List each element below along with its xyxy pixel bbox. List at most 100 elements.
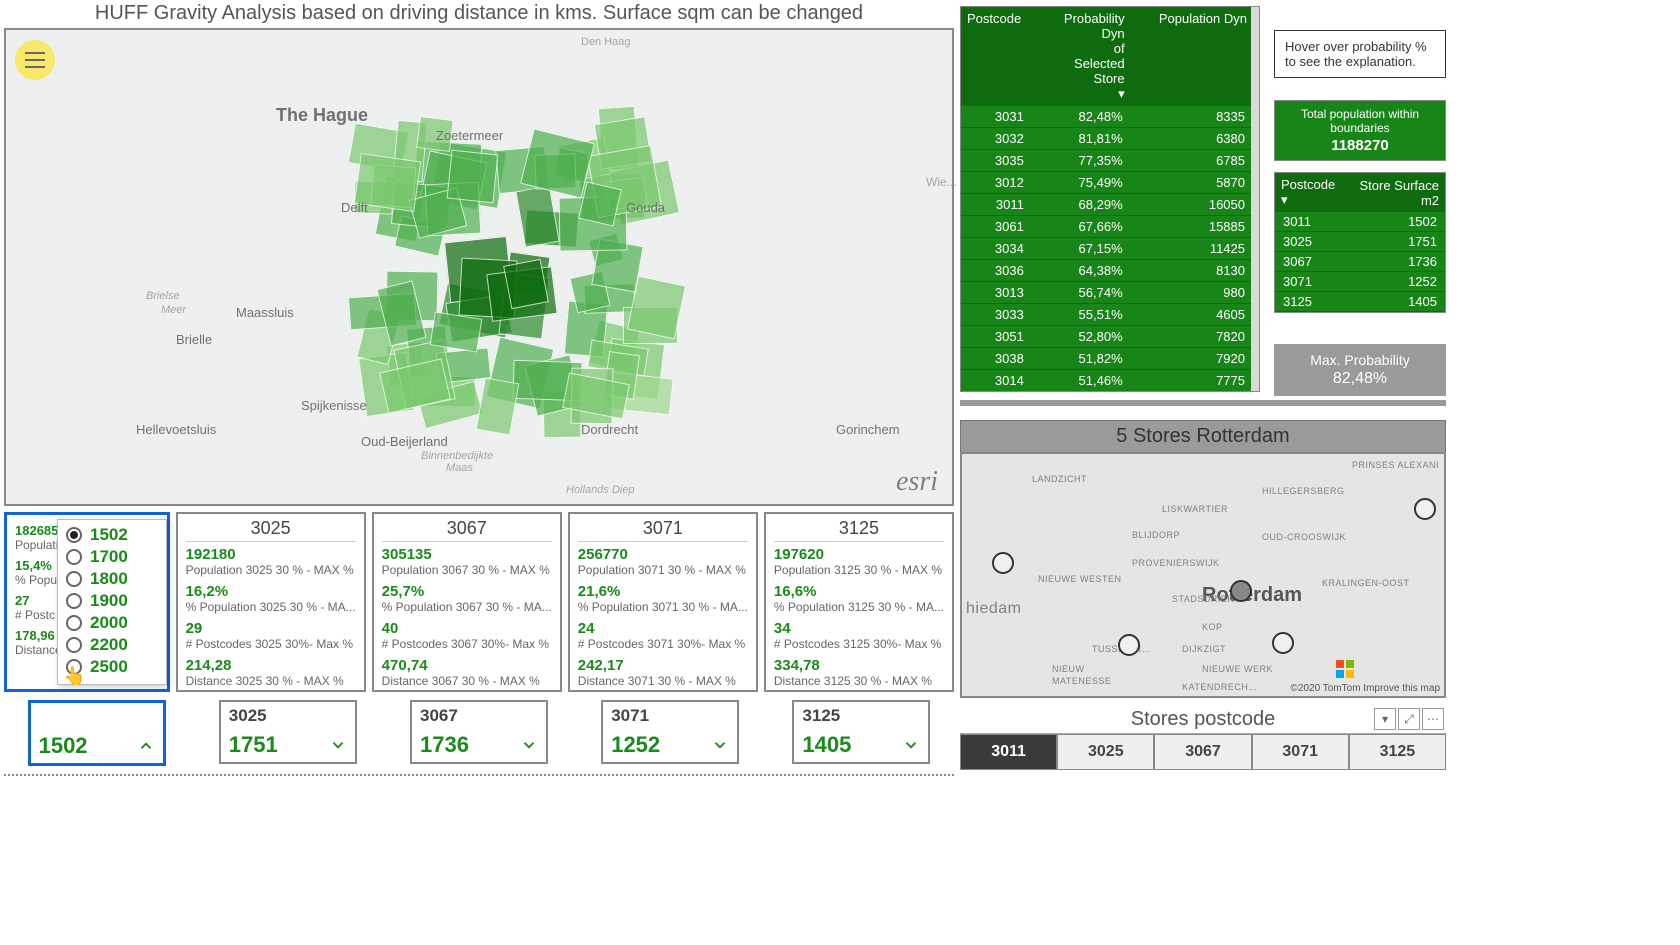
max-probability-card: Max. Probability 82,48% xyxy=(1274,344,1446,396)
dropdown-label: 3025 xyxy=(229,706,347,726)
map-label: Brielse xyxy=(146,290,180,302)
neighborhood-label: DIJKZIGT xyxy=(1182,644,1226,654)
map-label: Hollands Diep xyxy=(566,484,634,496)
card-npc-label: # Postcodes 3025 30%- Max % xyxy=(186,637,356,651)
cursor-icon: 👆 xyxy=(63,666,85,687)
neighborhood-label: LANDZICHT xyxy=(1032,474,1087,484)
store-marker[interactable] xyxy=(1118,634,1140,656)
surface-dropdown-3025[interactable]: 3025 1751 xyxy=(219,700,357,764)
neighborhood-label: OUD-CROOSWIJK xyxy=(1262,532,1346,542)
card-pop-label: Population 3071 30 % - MAX % xyxy=(578,563,748,577)
neighborhood-label: BLIJDORP xyxy=(1132,530,1180,540)
microsoft-logo-icon xyxy=(1336,660,1354,678)
card-npc-value: 34 xyxy=(774,620,944,637)
map-label: Binnenbedijkte xyxy=(421,450,493,462)
menu-button[interactable] xyxy=(15,40,55,80)
focus-mode-icon[interactable]: ⤢ xyxy=(1398,708,1420,730)
stores-postcode-slicer[interactable]: Stores postcode ▾ ⤢ ⋯ 301130253067307131… xyxy=(960,706,1446,770)
scrollbar[interactable] xyxy=(1251,7,1259,391)
radio-option-1800[interactable]: 1800 xyxy=(66,568,158,590)
card-header: 3067 xyxy=(382,518,552,542)
stores-postcode-title: Stores postcode xyxy=(1131,708,1276,730)
surface-dropdowns-row: 30111502 3025 1751 30671736 30711252 31251405 xyxy=(4,700,954,770)
card-pop-value: 305135 xyxy=(382,546,552,563)
store-marker[interactable] xyxy=(1414,498,1436,520)
postcode-button-3067[interactable]: 3067 xyxy=(1154,734,1251,770)
store-card-3011[interactable]: 182685Populati15,4%% Popul M...27# Postc… xyxy=(4,512,170,692)
store-card-3067[interactable]: 3067305135Population 3067 30 % - MAX %25… xyxy=(372,512,562,692)
card-dist-value: 214,28 xyxy=(186,657,356,674)
card-pct-value: 25,7% xyxy=(382,583,552,600)
chevron-down-icon xyxy=(711,736,729,754)
chevron-down-icon xyxy=(329,736,347,754)
surface-dropdown-3071[interactable]: 30711252 xyxy=(601,700,739,764)
card-dist-label: Distance 3125 30 % - MAX % xyxy=(774,674,944,688)
surface-dropdown-3125[interactable]: 31251405 xyxy=(792,700,930,764)
postcode-button-3025[interactable]: 3025 xyxy=(1057,734,1154,770)
postcode-button-3125[interactable]: 3125 xyxy=(1349,734,1446,770)
surface-dropdown-3011[interactable]: 30111502 xyxy=(28,700,166,766)
main-map[interactable]: The HagueZoetermeerDelftGoudaMaassluisBr… xyxy=(4,28,954,506)
store-card-3071[interactable]: 3071256770Population 3071 30 % - MAX %21… xyxy=(568,512,758,692)
radio-option-2000[interactable]: 2000 xyxy=(66,612,158,634)
neighborhood-label: HILLEGERSBERG xyxy=(1262,486,1345,496)
map-label: Zoetermeer xyxy=(436,128,503,143)
store-marker[interactable] xyxy=(1272,632,1294,654)
map-label: Meer xyxy=(161,304,186,316)
card-header: 3071 xyxy=(578,518,748,542)
neighborhood-label: KOP xyxy=(1202,622,1223,632)
card-pct-value: 16,2% xyxy=(186,583,356,600)
neighborhood-label: NIEUWE WESTEN xyxy=(1038,574,1122,584)
stores-map[interactable]: Rotterdam ©2020 TomTom Improve this map … xyxy=(960,452,1446,698)
store-cards-row: 182685Populati15,4%% Popul M...27# Postc… xyxy=(4,512,954,692)
radio-option-2200[interactable]: 2200 xyxy=(66,634,158,656)
postcode-button-3071[interactable]: 3071 xyxy=(1252,734,1349,770)
map-label: Hellevoetsluis xyxy=(136,422,216,437)
probability-table[interactable]: PostcodeProbabilityDynofSelectedStore▾Po… xyxy=(960,6,1260,392)
card-pct-label: % Population 3125 30 % - MA... xyxy=(774,600,944,614)
card-dist-value: 334,78 xyxy=(774,657,944,674)
radio-option-1502[interactable]: 1502 xyxy=(66,524,158,546)
card-npc-label: # Postcodes 3071 30%- Max % xyxy=(578,637,748,651)
card-pct-value: 16,6% xyxy=(774,583,944,600)
dropdown-value: 1751 xyxy=(229,732,278,758)
hover-tip: Hover over probability % to see the expl… xyxy=(1274,30,1446,78)
card-dist-label: Distance 3071 30 % - MAX % xyxy=(578,674,748,688)
map-label: Wie... xyxy=(926,175,957,189)
card-npc-value: 24 xyxy=(578,620,748,637)
card-dist-label: Distance 3025 30 % - MAX % xyxy=(186,674,356,688)
card-npc-value: 40 xyxy=(382,620,552,637)
neighborhood-label: hiedam xyxy=(966,600,1021,618)
dropdown-label: 3071 xyxy=(611,706,729,726)
card-pct-label: % Population 3071 30 % - MA... xyxy=(578,600,748,614)
more-options-icon[interactable]: ⋯ xyxy=(1422,708,1444,730)
map-label: Maassluis xyxy=(236,305,294,320)
neighborhood-label: NIEUWE WERK xyxy=(1202,664,1273,674)
radio-option-1700[interactable]: 1700 xyxy=(66,546,158,568)
map-label: Den Haag xyxy=(581,36,631,48)
store-marker[interactable] xyxy=(1230,580,1252,602)
card-pop-label: Population 3125 30 % - MAX % xyxy=(774,563,944,577)
neighborhood-label: NIEUW xyxy=(1052,664,1085,674)
store-surface-table[interactable]: Postcode▾Store Surface m2301115023025175… xyxy=(1274,172,1446,313)
card-dist-label: Distance 3067 30 % - MAX % xyxy=(382,674,552,688)
card-pct-label: % Population 3025 30 % - MA... xyxy=(186,600,356,614)
map-attribution[interactable]: ©2020 TomTom Improve this map xyxy=(1291,683,1440,694)
dotted-divider xyxy=(4,774,954,776)
surface-radio-popup[interactable]: 1502170018001900200022002500 xyxy=(57,519,167,685)
store-card-3025[interactable]: 3025192180Population 3025 30 % - MAX %16… xyxy=(176,512,366,692)
filter-icon[interactable]: ▾ xyxy=(1374,708,1396,730)
postcode-button-3011[interactable]: 3011 xyxy=(960,734,1057,770)
total-pop-value: 1188270 xyxy=(1279,137,1441,154)
card-npc-label: # Postcodes 3125 30%- Max % xyxy=(774,637,944,651)
card-pop-label: Population 3025 30 % - MAX % xyxy=(186,563,356,577)
store-card-3125[interactable]: 3125197620Population 3125 30 % - MAX %16… xyxy=(764,512,954,692)
stores-map-title: 5 Stores Rotterdam xyxy=(960,420,1446,453)
map-label: Gorinchem xyxy=(836,422,900,437)
dropdown-value: 1502 xyxy=(39,733,88,759)
surface-dropdown-3067[interactable]: 30671736 xyxy=(410,700,548,764)
store-marker[interactable] xyxy=(992,552,1014,574)
neighborhood-label: MATENESSE xyxy=(1052,676,1111,686)
radio-option-1900[interactable]: 1900 xyxy=(66,590,158,612)
map-label: Spijkenisse xyxy=(301,398,367,413)
